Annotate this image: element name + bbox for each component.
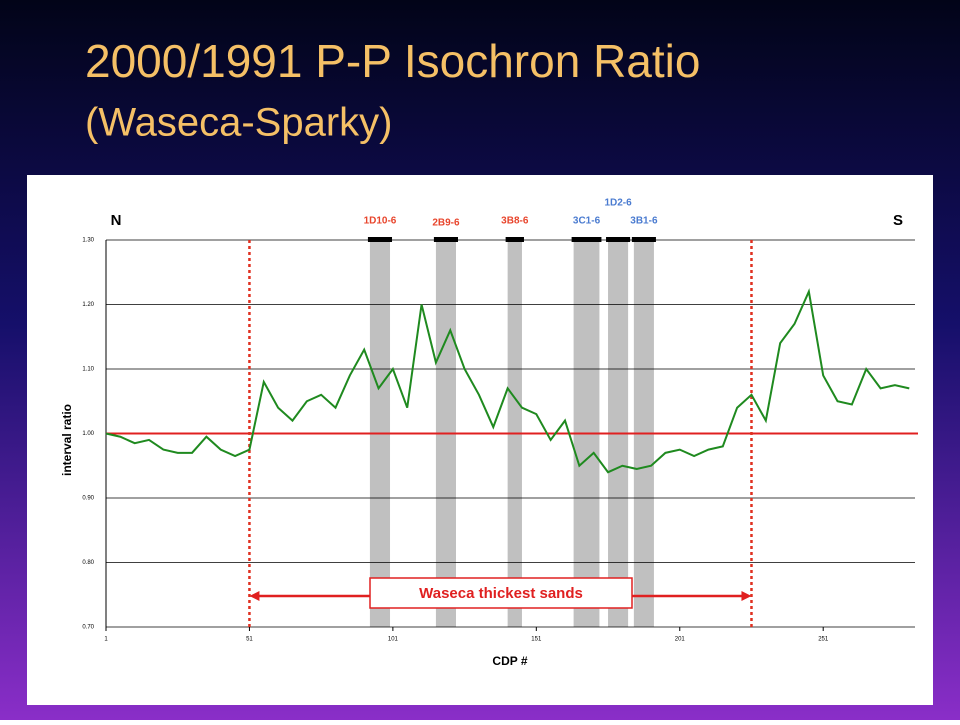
zone-cap bbox=[631, 237, 656, 242]
zone-cap bbox=[367, 237, 393, 242]
title: 2000/1991 P-P Isochron Ratio bbox=[85, 35, 700, 87]
y-tick-label: 1.20 bbox=[82, 302, 94, 308]
zone-label: 3B1-6 bbox=[630, 216, 658, 227]
zone-label: 3B8-6 bbox=[501, 216, 529, 227]
zone-cap bbox=[433, 237, 458, 242]
chart-panel bbox=[27, 175, 933, 705]
x-tick-label: 1 bbox=[104, 637, 108, 643]
zone-cap bbox=[606, 237, 631, 242]
zone-label: 2B9-6 bbox=[432, 218, 460, 229]
y-axis-label: interval ratio bbox=[60, 404, 74, 476]
y-tick-label: 1.00 bbox=[82, 431, 94, 437]
y-tick-label: 1.10 bbox=[82, 367, 94, 373]
x-axis-label: CDP # bbox=[492, 654, 527, 668]
x-tick-label: 251 bbox=[818, 637, 829, 643]
annotation-box bbox=[369, 577, 633, 609]
x-tick-label: 101 bbox=[388, 637, 399, 643]
series-line bbox=[105, 288, 910, 474]
x-tick-label: 151 bbox=[531, 637, 542, 643]
x-tick-label: 51 bbox=[246, 637, 253, 643]
y-tick-label: 0.80 bbox=[82, 560, 94, 566]
zone-label: 3C1-6 bbox=[573, 216, 601, 227]
direction-label: S bbox=[893, 212, 903, 229]
arrow-head bbox=[249, 591, 260, 601]
subtitle: (Waseca-Sparky) bbox=[85, 101, 392, 145]
annotation: Waseca thickest sands bbox=[419, 585, 583, 602]
arrow-head bbox=[741, 591, 752, 601]
y-tick-label: 1.30 bbox=[82, 238, 94, 244]
zone-cap bbox=[505, 237, 524, 242]
direction-label: N bbox=[111, 212, 122, 229]
zone-label: 1D2-6 bbox=[604, 198, 632, 209]
y-tick-label: 0.70 bbox=[82, 625, 94, 631]
zone-label: 1D10-6 bbox=[364, 216, 397, 227]
zone-cap bbox=[571, 237, 602, 242]
x-tick-label: 201 bbox=[675, 637, 686, 643]
y-tick-label: 0.90 bbox=[82, 496, 94, 502]
